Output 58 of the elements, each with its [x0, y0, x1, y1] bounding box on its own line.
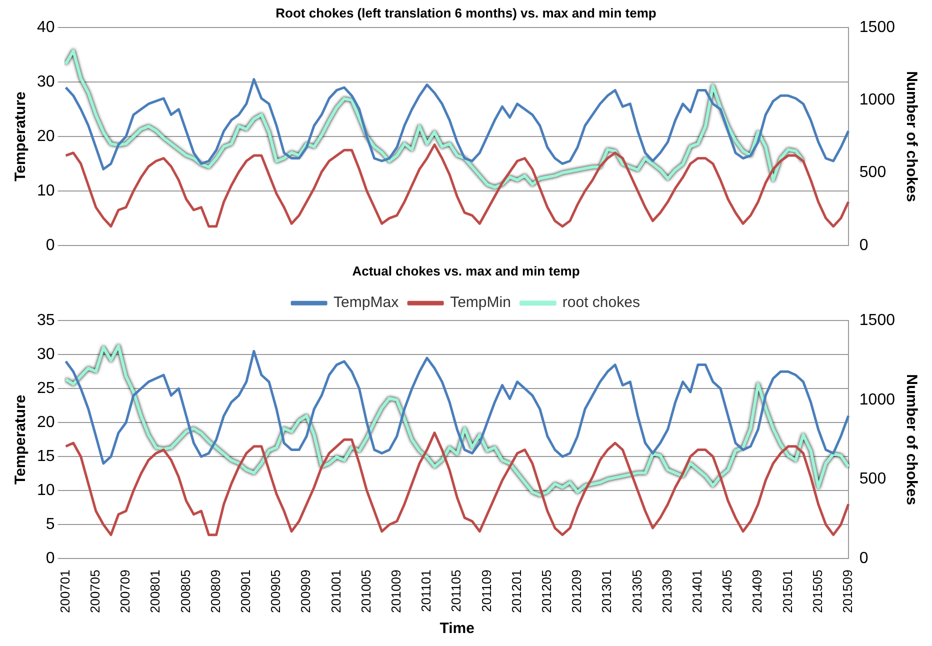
- y-tick-label: 10: [37, 182, 55, 200]
- y-tick-label: 20: [37, 414, 55, 432]
- chart-title: Actual chokes vs. max and min temp: [352, 263, 580, 278]
- y2-tick-label: 1500: [859, 312, 896, 330]
- legend-label: TempMax: [334, 294, 400, 312]
- y-tick-label: 25: [37, 380, 55, 398]
- x-tick-label: 201109: [478, 570, 494, 612]
- x-tick-label: 200805: [178, 570, 193, 614]
- x-tick-label: 201401: [689, 570, 704, 614]
- y-tick-label: 0: [46, 236, 55, 254]
- y2-tick-label: 0: [859, 550, 868, 568]
- y2-tick-label: 500: [859, 470, 886, 488]
- x-axis-title: Time: [440, 620, 474, 638]
- x-tick-label: 201305: [629, 570, 644, 614]
- x-tick-label: 201105: [448, 570, 464, 612]
- x-tick-label: 201509: [840, 570, 855, 614]
- x-tick-label: 201501: [780, 570, 795, 614]
- x-tick-label: 201101: [418, 570, 434, 612]
- y2-tick-label: 500: [859, 164, 886, 182]
- y-axis-title: Temperature: [12, 92, 30, 182]
- x-tick-label: 200801: [148, 570, 163, 614]
- x-tick-label: 200901: [238, 570, 253, 614]
- legend-label: root chokes: [562, 294, 640, 312]
- x-tick-label: 200905: [268, 570, 284, 614]
- x-tick-label: 201301: [599, 570, 614, 614]
- x-tick-label: 200809: [208, 570, 223, 614]
- x-tick-label: 201005: [358, 570, 374, 614]
- x-tick-label: 201001: [328, 570, 344, 614]
- y-tick-label: 30: [37, 73, 55, 90]
- y2-tick-label: 1000: [859, 92, 896, 109]
- y-tick-label: 35: [37, 312, 55, 330]
- y-tick-label: 40: [37, 19, 55, 36]
- x-tick-label: 201505: [810, 570, 825, 614]
- y2-axis-title: Number of chokes: [902, 374, 920, 506]
- y2-tick-label: 0: [859, 236, 868, 254]
- x-tick-label: 201205: [538, 570, 554, 614]
- y-tick-label: 15: [37, 448, 55, 466]
- y-tick-label: 0: [46, 550, 55, 568]
- y-tick-label: 10: [37, 482, 55, 500]
- x-tick-label: 201209: [569, 570, 584, 614]
- x-tick-label: 201309: [659, 570, 674, 614]
- x-tick-label: 201409: [750, 570, 765, 614]
- y2-axis-title: Number of chokes: [902, 71, 920, 202]
- x-tick-label: 200909: [298, 570, 314, 614]
- x-tick-label: 200701: [57, 570, 72, 614]
- legend-label: TempMin: [450, 294, 511, 312]
- chart-title: Root chokes (left translation 6 months) vs. max and min temp: [276, 5, 656, 20]
- y-tick-label: 5: [46, 516, 55, 534]
- y-tick-label: 20: [37, 128, 55, 145]
- x-tick-label: 200705: [87, 570, 102, 614]
- x-tick-label: 201201: [508, 570, 524, 614]
- x-tick-label: 200709: [118, 570, 133, 614]
- x-tick-label: 201405: [720, 570, 735, 614]
- x-tick-label: 201009: [388, 570, 404, 614]
- y2-tick-label: 1500: [859, 19, 896, 36]
- y2-tick-label: 1000: [859, 391, 896, 408]
- y-tick-label: 30: [37, 346, 55, 364]
- y-axis-title: Temperature: [12, 394, 30, 484]
